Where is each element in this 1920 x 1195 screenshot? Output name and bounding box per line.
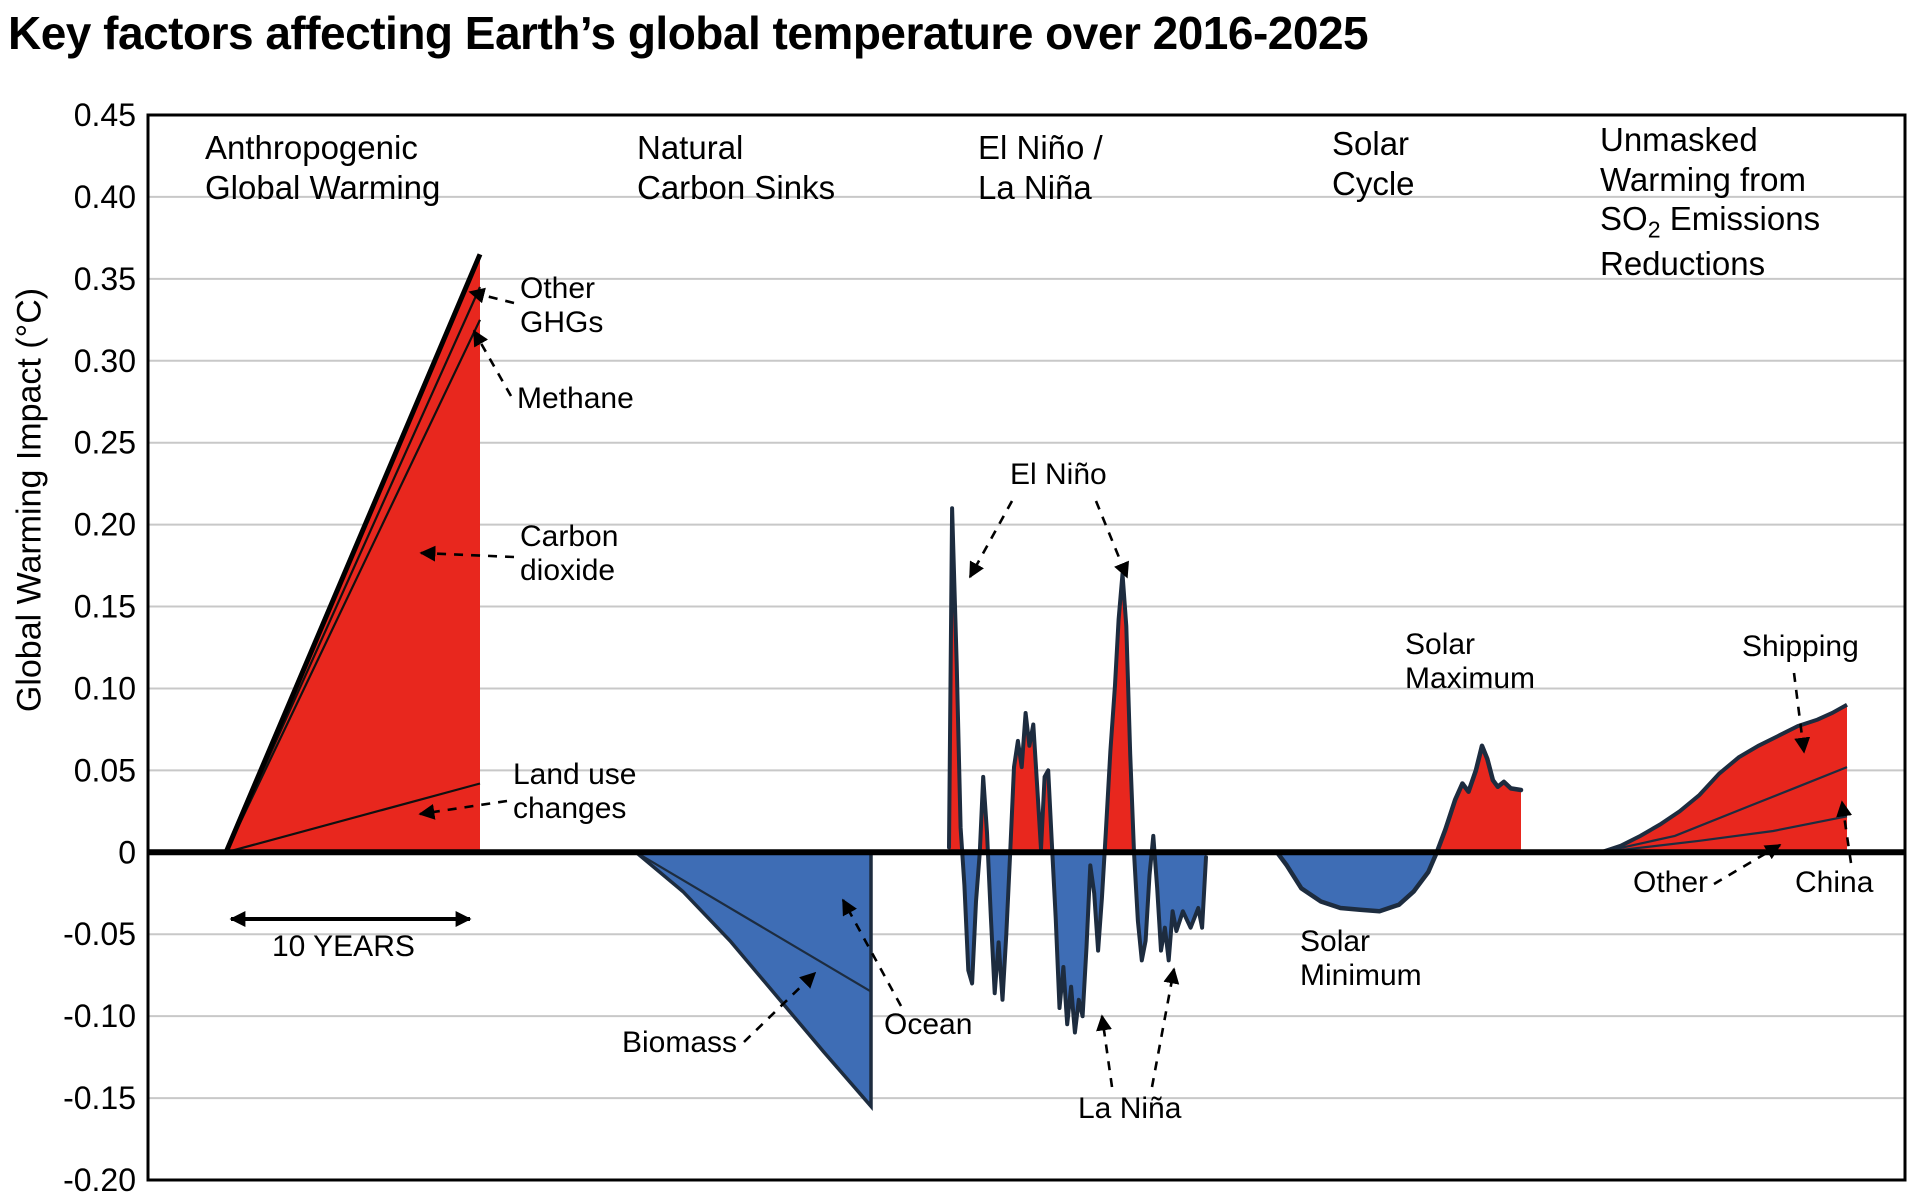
section-label-anthropogenic: Anthropogenic Global Warming [205,129,441,206]
arrow-other [1713,843,1782,886]
y-tick-label: 0.30 [74,343,136,379]
y-tick-label: 0.35 [74,261,136,297]
y-tick-label: -0.10 [63,998,136,1034]
y-axis-title: Global Warming Impact (°C) [10,287,49,713]
y-tick-label: -0.20 [63,1162,136,1195]
carbon-sinks-outline [634,850,873,1111]
annotation-la-nina: La Niña [1078,1092,1182,1125]
anthropogenic-total-line [223,253,483,854]
y-tick-label: 0 [118,834,136,870]
enso-area-negative [962,852,1206,1033]
annotation-shipping: Shipping [1742,630,1859,663]
arrow-other-ghgs [468,287,515,305]
y-tick-label: 0.10 [74,670,136,706]
annotation-methane: Methane [517,382,634,415]
section-label-so2: Unmasked Warming from SO2 Emissions Redu… [1600,120,1820,284]
annotation-other-ghgs: Other GHGs [520,272,604,339]
chart-title: Key factors affecting Earth’s global tem… [8,7,1369,59]
arrow-la-nina-left [1096,1014,1114,1088]
section-label-carbon-sinks: Natural Carbon Sinks [637,129,836,206]
annotation-carbon-dioxide: Carbon dioxide [520,520,619,587]
china-bottom-line [1600,815,1848,854]
arrow-la-nina-right [1150,967,1180,1088]
y-tick-label: -0.15 [63,1080,136,1116]
annotation-china: China [1795,866,1874,899]
solar-outline [1274,743,1524,914]
annotation-land-use: Land use changes [513,758,637,825]
arrow-methane [472,329,513,397]
y-tick-label: 0.15 [74,589,136,625]
y-tick-label: 0.25 [74,425,136,461]
annotation-solar-minimum: Solar Minimum [1300,925,1422,992]
annotation-el-nino: El Niño [1010,458,1107,491]
y-tick-label: 0.45 [74,97,136,133]
annotation-ten-years: 10 YEARS [272,930,415,963]
carbon-sinks-area [636,852,871,1107]
section-label-enso: El Niño / La Niña [978,129,1103,206]
shipping-bottom-line [1600,766,1848,854]
annotation-ocean: Ocean [884,1008,973,1041]
so2-label-subscript: 2 [1647,216,1661,243]
y-tick-label: 0.40 [74,179,136,215]
annotation-biomass: Biomass [622,1026,738,1059]
y-tick-label: -0.05 [63,916,136,952]
carbon-dioxide-top-line [225,319,481,853]
section-label-solar: Solar Cycle [1332,125,1415,202]
ocean-biomass-boundary-line [635,851,872,993]
annotation-solar-maximum: Solar Maximum [1405,628,1536,695]
arrow-china [1836,800,1853,864]
land-use-top-line [225,782,481,854]
y-tick-label: 0.05 [74,752,136,788]
so2-area [1601,704,1847,853]
so2-outline [1600,703,1848,855]
y-tick-label: 0.20 [74,507,136,543]
annotation-other: Other [1633,866,1709,899]
so2-label-post: Emissions Reductions [1600,200,1821,283]
so2-label-pre: Unmasked Warming from SO [1600,121,1806,238]
arrow-el-nino-left [968,500,1014,579]
arrow-el-nino-right [1094,500,1129,579]
solar-area-positive [1277,745,1521,853]
arrow-ocean [841,898,903,1007]
arrow-shipping [1792,672,1811,754]
plot-border [146,113,1907,1182]
arrow-land-use [418,799,508,820]
